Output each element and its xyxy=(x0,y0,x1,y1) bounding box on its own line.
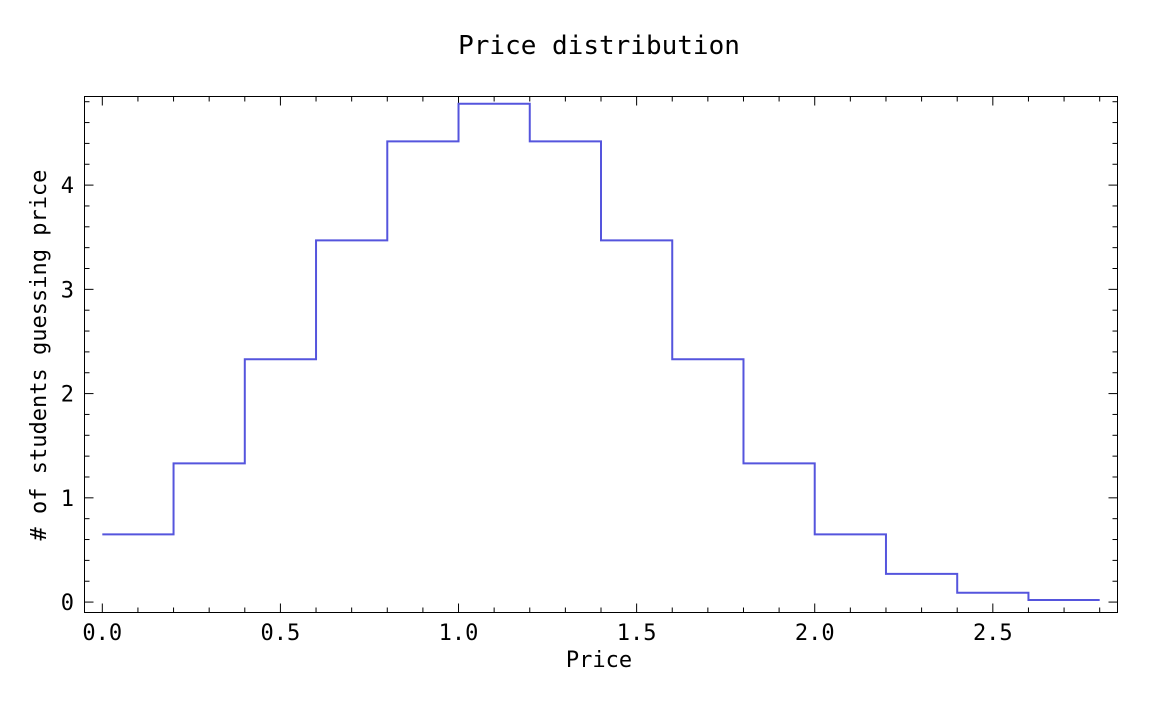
series-layer xyxy=(102,102,1100,601)
x-tick-label: 2.0 xyxy=(795,621,835,646)
x-axis-label: Price xyxy=(566,648,632,673)
y-tick-label: 1 xyxy=(61,487,74,512)
y-axis: 0 1 2 3 4 xyxy=(61,101,1118,616)
x-axis: 0.0 0.5 1.0 1.5 2.0 2.5 xyxy=(82,96,1101,646)
x-tick-label: 1.0 xyxy=(439,621,479,646)
y-axis-label: # of students guessing price xyxy=(27,170,52,541)
y-tick-label: 3 xyxy=(61,278,74,303)
x-tick-label: 2.5 xyxy=(973,621,1013,646)
y-tick-label: 2 xyxy=(61,383,74,408)
chart-title: Price distribution xyxy=(458,31,740,61)
x-tick-label: 0.0 xyxy=(82,621,122,646)
x-tick-label: 1.5 xyxy=(617,621,657,646)
y-tick-label: 0 xyxy=(61,591,74,616)
series-step-line xyxy=(102,102,1100,601)
x-tick-label: 0.5 xyxy=(261,621,301,646)
y-tick-label: 4 xyxy=(61,174,74,199)
